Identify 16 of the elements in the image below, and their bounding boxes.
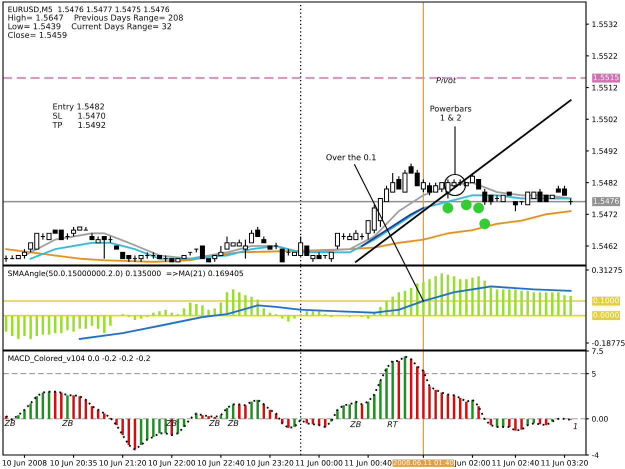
annotation: ZB [4, 420, 16, 426]
annotation: Low= 1.5439 Current Days Range= 32 [8, 23, 172, 31]
annotation: ZB [208, 420, 220, 426]
annotation: High= 1.5647 Previous Days Range= 208 [8, 14, 183, 22]
annotation: Powerbars 1 & 2 [430, 105, 472, 121]
annotation: Close= 1.5459 [8, 32, 67, 38]
annotation: SL 1.5470 [53, 112, 106, 119]
annotation: Over the 0.1 [326, 154, 376, 160]
annotation: ZB [350, 421, 361, 428]
annotation: RT [387, 421, 398, 428]
annotation: Entry 1.5482 [53, 103, 104, 112]
annotation: ZB [228, 420, 238, 426]
annotation: 1 [573, 423, 577, 430]
annotation: TP 1.5492 [52, 122, 106, 128]
annotation: Pivot [436, 77, 456, 84]
annotation: ZB [62, 420, 73, 426]
